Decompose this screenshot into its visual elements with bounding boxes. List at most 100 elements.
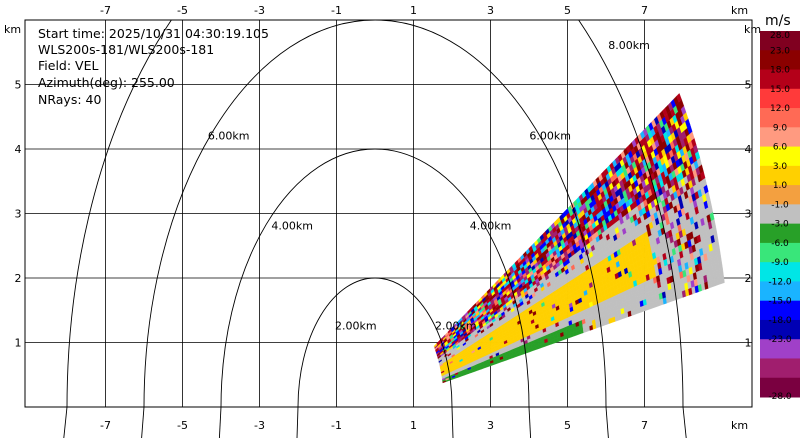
- axes-frame: [24, 19, 753, 408]
- range-ring-label: 8.00km: [608, 39, 650, 52]
- x-tick-label-bottom: -5: [177, 419, 188, 432]
- colorbar-swatch: [760, 146, 800, 167]
- colorbar-swatch: [760, 377, 800, 398]
- colorbar-swatch: [760, 50, 800, 71]
- x-tick-label-bottom: -3: [254, 419, 265, 432]
- colorbar-swatch: [760, 204, 800, 225]
- x-tick-label-top: 7: [641, 4, 648, 17]
- unit-label-top-left: km: [4, 23, 21, 36]
- range-ring-extension: [63, 406, 68, 438]
- y-tick-label-left: 5: [15, 79, 22, 92]
- x-tick-label-top: 3: [487, 4, 494, 17]
- unit-label-bottom-right: km: [731, 419, 748, 432]
- colorbar-swatch: [760, 300, 800, 321]
- colorbar-tick-label: 12.0: [770, 104, 790, 114]
- colorbar-tick-label: -15.0: [768, 297, 792, 307]
- y-tick-label-right: 2: [745, 272, 752, 285]
- info-field: Field: VEL: [38, 58, 98, 73]
- y-tick-label-right: 1: [745, 337, 752, 350]
- colorbar-tick-label: -9.0: [771, 258, 789, 268]
- x-tick-label-bottom: 7: [641, 419, 648, 432]
- y-tick-label-right: 3: [745, 208, 752, 221]
- y-tick-label-right: 5: [745, 79, 752, 92]
- range-ring-extension: [218, 406, 222, 438]
- colorbar-swatch: [760, 31, 800, 51]
- y-tick-label-left: 2: [15, 272, 22, 285]
- colorbar-swatch: [760, 185, 800, 205]
- colorbar-tick-label: -6.0: [771, 239, 789, 249]
- y-tick-label-left: 3: [15, 208, 22, 221]
- x-tick-label-top: 1: [410, 4, 417, 17]
- colorbar-swatch: [760, 319, 800, 340]
- colorbar-tick-label: 28.0: [770, 31, 790, 41]
- info-block: Start time: 2025/10/31 04:30:19.105 WLS2…: [38, 26, 269, 107]
- colorbar-swatch: [760, 358, 800, 379]
- range-ring-label: 6.00km: [529, 129, 571, 142]
- unit-label-top-right: km: [731, 4, 748, 17]
- colorbar-swatch: [760, 165, 800, 186]
- x-tick-label-bottom: -1: [331, 419, 342, 432]
- colorbar-tick-label: -18.0: [768, 316, 792, 326]
- x-tick-label-top: -3: [254, 4, 265, 17]
- range-ring-extension: [451, 406, 454, 438]
- colorbar-swatch: [760, 223, 800, 244]
- range-ring-extension: [141, 406, 145, 438]
- velocity-cells: [433, 93, 725, 384]
- range-ring-label: 6.00km: [208, 129, 250, 142]
- velocity-cell: [676, 93, 682, 103]
- range-ring: [297, 277, 453, 407]
- range-ring-label: 2.00km: [335, 320, 377, 333]
- unit-label-right: km: [744, 23, 761, 36]
- range-ring-label: 4.00km: [271, 220, 313, 233]
- velocity-cell: [720, 275, 725, 284]
- colorbar-swatch: [760, 262, 800, 282]
- y-tick-label-right: 4: [745, 143, 752, 156]
- info-instrument: WLS200s-181/WLS200s-181: [38, 42, 214, 57]
- colorbar-swatch: [760, 88, 800, 109]
- range-ring-label: 4.00km: [470, 220, 512, 233]
- x-tick-label-bottom: 3: [487, 419, 494, 432]
- colorbar-tick-label: 9.0: [773, 123, 788, 133]
- colorbar-tick-label: 6.0: [773, 143, 788, 153]
- range-ring: [66, 20, 684, 407]
- colorbar-swatch: [760, 339, 800, 359]
- colorbar-swatch: [760, 127, 800, 148]
- x-tick-label-top: -5: [177, 4, 188, 17]
- colorbar-tick-label: 18.0: [770, 66, 790, 76]
- colorbar-tick-label: 23.0: [770, 46, 790, 56]
- range-ring-extension: [605, 406, 609, 438]
- colorbar-swatch: [760, 281, 800, 302]
- axis-ticks: -7 -7 -5 -5 -3 -3 -1 -1 1 1 3 3 5 5 7 7 1 1 2 2 3 3 4 4 5 5: [15, 4, 752, 432]
- colorbar-swatch: [760, 108, 800, 128]
- colorbar: 28.0 23.0 18.0 15.0 12.0 9.0 6.0 3.0 1.0 -1.0 -3.0…: [760, 31, 800, 402]
- info-nrays: NRays: 40: [38, 92, 101, 107]
- y-tick-label-left: 4: [15, 143, 22, 156]
- colorbar-tick-label: -3.0: [771, 220, 789, 230]
- colorbar-swatch: [760, 69, 800, 90]
- x-tick-label-bottom: -7: [100, 419, 111, 432]
- x-tick-label-bottom: 5: [564, 419, 571, 432]
- colorbar-tick-label: 1.0: [773, 181, 788, 191]
- range-ring: [220, 148, 530, 407]
- range-ring-labels: 2.00km 2.00km 4.00km 4.00km 6.00km 6.00km 8.00…: [208, 39, 650, 333]
- range-ring-label: 2.00km: [435, 320, 477, 333]
- range-ring-extension: [296, 406, 299, 438]
- colorbar-tick-label: -23.0: [768, 335, 792, 345]
- colorbar-swatch: [760, 242, 800, 263]
- x-tick-label-bottom: 1: [410, 419, 417, 432]
- colorbar-tick-label: -28.0: [768, 392, 792, 402]
- colorbar-tick-label: 15.0: [770, 85, 790, 95]
- range-rings-outside: [63, 406, 687, 438]
- x-tick-label-top: -7: [100, 4, 111, 17]
- colorbar-tick-label: 3.0: [773, 162, 788, 172]
- range-ring-extension: [528, 406, 532, 438]
- y-tick-label-left: 1: [15, 337, 22, 350]
- x-tick-label-top: -1: [331, 4, 342, 17]
- info-azimuth: Azimuth(deg): 255.00: [38, 75, 175, 90]
- info-start-time: Start time: 2025/10/31 04:30:19.105: [38, 26, 269, 41]
- colorbar-tick-label: -1.0: [771, 200, 789, 210]
- range-ring-extension: [682, 406, 687, 438]
- colorbar-unit: m/s: [765, 13, 791, 29]
- colorbar-tick-label: -12.0: [768, 277, 792, 287]
